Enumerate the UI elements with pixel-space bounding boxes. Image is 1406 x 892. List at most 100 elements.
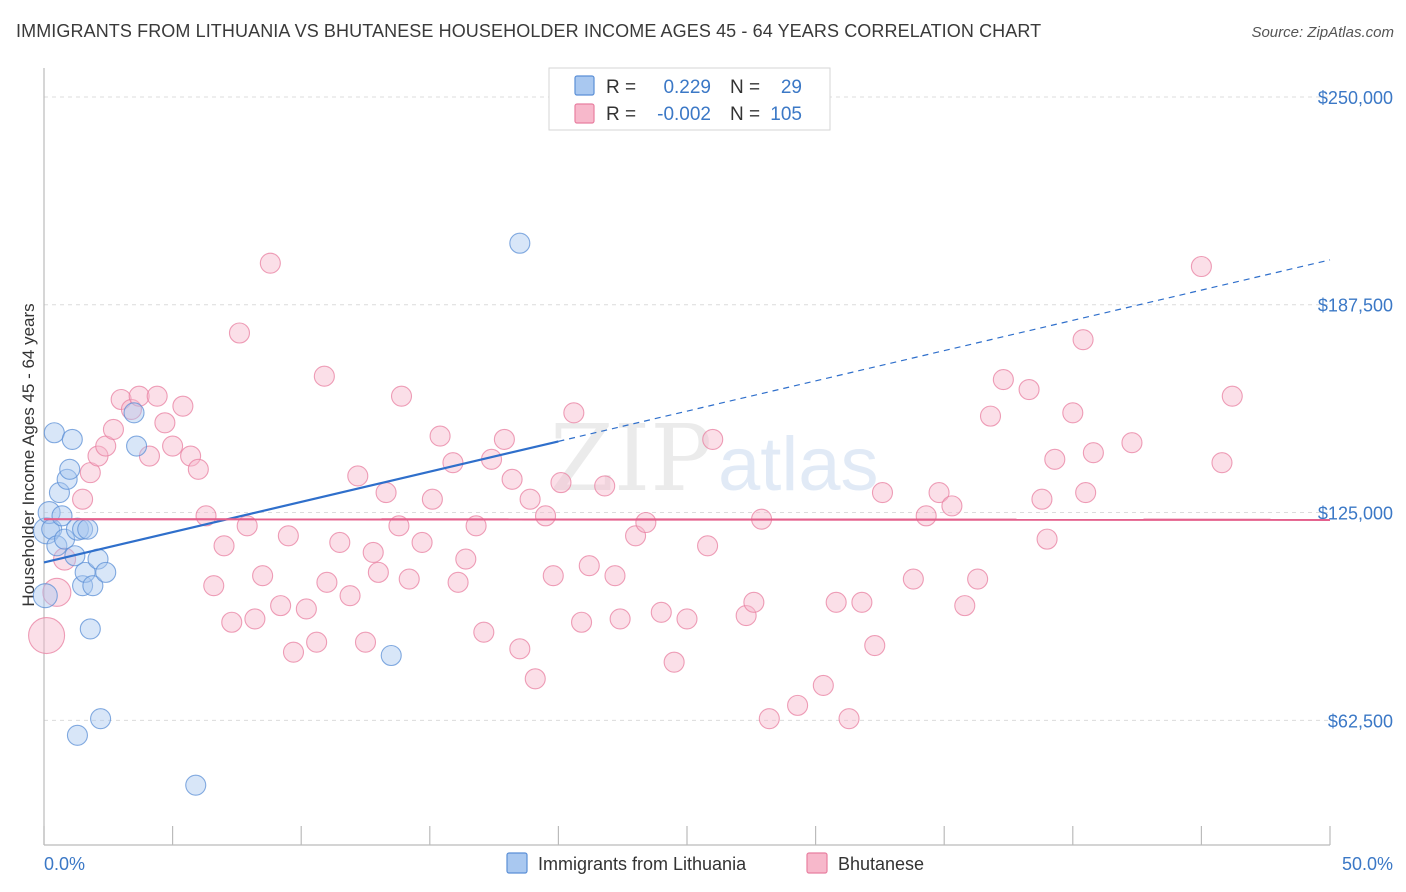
bhutanese-point <box>1062 402 1084 424</box>
bhutanese-point <box>72 488 94 510</box>
bhutanese-point <box>967 568 989 590</box>
bhutanese-point <box>375 482 397 504</box>
bhutanese-point <box>187 458 209 480</box>
bhutanese-point <box>812 674 834 696</box>
bhutanese-point <box>524 668 546 690</box>
bhutanese-point <box>1018 378 1040 401</box>
watermark: ZIP atlas <box>550 405 879 512</box>
bhutanese-point <box>213 535 235 557</box>
y-tick-label: $250,000 <box>1318 88 1393 108</box>
source-credit: Source: ZipAtlas.com <box>1251 24 1394 41</box>
legend-n-label-lithuania: N = <box>730 77 760 98</box>
lithuania-trendline-extension <box>558 259 1331 442</box>
bhutanese-point <box>578 555 600 577</box>
bhutanese-point <box>442 452 464 474</box>
bhutanese-point <box>295 598 317 620</box>
bhutanese-point <box>570 611 593 633</box>
lithuania-point <box>126 435 148 457</box>
bhutanese-point <box>102 418 124 440</box>
bottom-legend-swatch-bhutanese <box>806 852 828 874</box>
correlation-legend: R = 0.229 N = 29 R = -0.002 N = 105 <box>548 67 831 131</box>
bhutanese-point <box>347 465 369 487</box>
bhutanese-point <box>915 505 937 527</box>
bhutanese-point <box>354 631 377 653</box>
bhutanese-point <box>329 531 351 554</box>
bhutanese-point <box>594 475 616 497</box>
lithuania-point <box>123 402 145 424</box>
bhutanese-point <box>172 395 194 417</box>
bhutanese-point <box>316 571 338 593</box>
bhutanese-point <box>398 568 420 590</box>
y-tick-label: $187,500 <box>1318 296 1393 316</box>
bhutanese-point <box>702 428 724 450</box>
legend-r-label-bhutanese: R = <box>606 104 636 125</box>
legend-swatch-bhutanese <box>574 103 595 124</box>
bhutanese-point <box>146 385 168 407</box>
bhutanese-point <box>244 608 266 630</box>
bhutanese-trendline <box>43 518 1331 521</box>
bhutanese-point <box>367 561 389 583</box>
y-tick-label: $125,000 <box>1318 504 1393 524</box>
bhutanese-point <box>871 482 894 504</box>
bhutanese-point <box>270 595 292 617</box>
bhutanese-point <box>676 608 698 630</box>
bhutanese-point <box>864 634 886 657</box>
x-axis-ticks <box>43 826 1331 845</box>
legend-r-label-lithuania: R = <box>606 77 636 98</box>
lithuania-point <box>82 575 104 597</box>
bhutanese-point <box>1190 255 1212 278</box>
bhutanese-point <box>465 515 487 537</box>
bhutanese-point <box>1121 432 1143 454</box>
bhutanese-point <box>501 468 523 490</box>
lithuania-point <box>59 458 81 480</box>
lithuania-point <box>43 422 65 444</box>
bottom-legend-label-bhutanese: Bhutanese <box>838 854 924 874</box>
bhutanese-point <box>1044 448 1066 470</box>
lithuania-point <box>509 232 531 254</box>
bhutanese-point <box>663 651 685 673</box>
bhutanese-point <box>954 595 976 617</box>
bhutanese-point <box>277 525 299 547</box>
lithuania-point <box>37 500 61 525</box>
lithuania-point <box>48 482 70 504</box>
bhutanese-point <box>979 405 1002 427</box>
lithuania-point <box>74 561 96 583</box>
bhutanese-point <box>362 541 384 563</box>
legend-n-label-bhutanese: N = <box>730 104 760 125</box>
bottom-legend-label-lithuania: Immigrants from Lithuania <box>538 854 747 874</box>
bhutanese-point <box>902 568 924 590</box>
bhutanese-point <box>635 511 657 534</box>
lithuania-point <box>380 644 402 667</box>
bhutanese-point <box>758 708 780 730</box>
bhutanese-point <box>1221 385 1243 407</box>
lithuania-point <box>66 724 88 746</box>
lithuania-point <box>54 528 76 550</box>
bhutanese-point <box>221 611 243 633</box>
bhutanese-point <box>236 515 258 537</box>
y-tick-labels: $62,500 $125,000 $187,500 $250,000 <box>1318 88 1393 731</box>
bhutanese-point <box>306 631 328 653</box>
x-tick-label-max: 50.0% <box>1342 854 1393 874</box>
bhutanese-point <box>455 548 477 570</box>
chart-title: IMMIGRANTS FROM LITHUANIA VS BHUTANESE H… <box>16 21 1042 41</box>
bhutanese-point <box>180 445 202 467</box>
bhutanese-point <box>28 616 66 655</box>
legend-n-value-lithuania: 29 <box>781 77 802 98</box>
series-bhutanese <box>28 252 1243 730</box>
bhutanese-point <box>735 605 757 627</box>
bhutanese-point <box>313 365 335 387</box>
trendlines <box>43 259 1331 564</box>
bhutanese-point <box>259 252 281 274</box>
bhutanese-point <box>650 601 672 623</box>
x-tick-label-min: 0.0% <box>44 854 85 874</box>
bhutanese-point <box>1082 442 1104 464</box>
series-lithuania <box>32 232 531 796</box>
lithuania-point <box>77 518 99 540</box>
bhutanese-point <box>447 571 469 593</box>
bottom-legend-swatch-lithuania <box>506 852 528 874</box>
bhutanese-point <box>519 488 541 510</box>
bhutanese-point <box>282 641 305 663</box>
lithuania-point <box>95 561 117 583</box>
lithuania-point <box>51 505 73 527</box>
